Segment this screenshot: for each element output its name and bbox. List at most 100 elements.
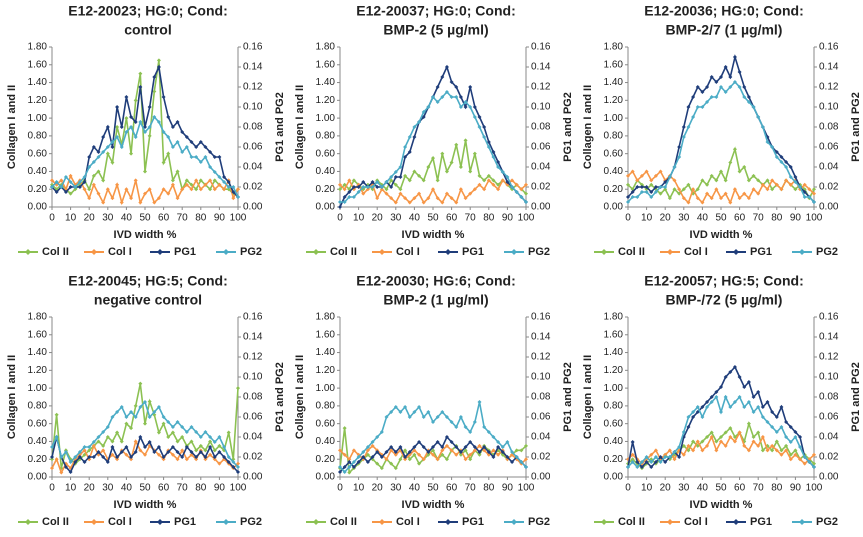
point-marker	[514, 182, 519, 187]
point-marker	[156, 65, 161, 69]
point-marker	[482, 187, 487, 192]
x-tick-label: 80	[483, 213, 495, 224]
point-marker	[760, 448, 765, 453]
point-marker	[63, 450, 68, 454]
point-marker	[681, 430, 686, 434]
x-tick-label: 80	[771, 483, 783, 494]
point-marker	[161, 455, 166, 459]
point-marker	[403, 455, 408, 459]
point-marker	[156, 445, 161, 449]
x-tick-label: 60	[734, 483, 746, 494]
point-marker	[751, 173, 756, 178]
point-marker	[133, 178, 138, 183]
point-marker	[175, 120, 180, 124]
chart-title: E12-20030; HG:6; Cond:	[356, 273, 515, 289]
point-marker	[342, 187, 347, 192]
point-marker	[133, 415, 138, 419]
point-marker	[468, 169, 473, 174]
point-marker	[180, 448, 185, 453]
legend-label: PG1	[462, 246, 484, 258]
point-marker	[802, 455, 807, 459]
point-marker	[742, 85, 747, 89]
y2-tick-label: 0.10	[531, 372, 551, 383]
point-marker	[226, 180, 231, 184]
point-marker	[681, 187, 686, 192]
point-marker	[50, 445, 54, 449]
point-marker	[194, 455, 199, 459]
point-marker	[412, 135, 417, 139]
point-marker	[147, 125, 152, 129]
point-marker	[129, 455, 134, 459]
point-marker	[477, 115, 482, 119]
point-marker	[217, 182, 222, 187]
point-marker	[166, 135, 171, 139]
chart-title: E12-20036; HG:0; Cond:	[644, 3, 803, 19]
legend-label: PG1	[750, 246, 772, 258]
point-marker	[728, 405, 733, 409]
point-marker	[802, 195, 807, 199]
point-marker	[723, 443, 728, 448]
point-marker	[732, 187, 737, 192]
point-marker	[421, 457, 426, 462]
legend-marker	[379, 249, 385, 255]
point-marker	[746, 400, 751, 404]
point-marker	[695, 105, 700, 109]
point-marker	[389, 445, 394, 449]
point-marker	[217, 450, 222, 454]
y2-tick-label: 0.00	[819, 472, 839, 483]
point-marker	[403, 457, 408, 462]
point-marker	[222, 445, 227, 449]
point-marker	[407, 200, 412, 205]
point-marker	[375, 196, 380, 201]
point-marker	[361, 455, 366, 459]
point-marker	[681, 196, 686, 201]
point-marker	[110, 452, 115, 457]
legend-marker	[223, 519, 229, 525]
point-marker	[180, 187, 185, 192]
point-marker	[426, 450, 431, 454]
y2-tick-label: 0.12	[531, 352, 551, 363]
point-marker	[156, 452, 161, 457]
x-axis-title: IVD width %	[402, 229, 465, 241]
point-marker	[87, 187, 92, 192]
point-marker	[635, 460, 640, 464]
point-marker	[138, 448, 143, 453]
point-marker	[635, 185, 640, 189]
point-marker	[194, 457, 199, 462]
legend-marker	[601, 249, 607, 255]
y-tick-label: 1.00	[316, 383, 336, 394]
point-marker	[212, 457, 217, 462]
point-marker	[524, 191, 528, 196]
y2-axis-title: PG1 and PG2	[562, 362, 574, 432]
point-marker	[765, 400, 770, 404]
legend-label: PG1	[174, 246, 196, 258]
point-marker	[705, 400, 710, 404]
x-tick-label: 60	[158, 483, 170, 494]
y-tick-label: 1.80	[316, 312, 336, 323]
point-marker	[180, 425, 185, 429]
point-marker	[644, 460, 649, 464]
point-marker	[236, 187, 240, 192]
point-marker	[788, 165, 793, 169]
point-marker	[644, 185, 649, 189]
y-tick-label: 0.00	[28, 202, 48, 213]
point-marker	[700, 178, 705, 183]
point-marker	[212, 455, 217, 459]
point-marker	[639, 460, 644, 464]
y2-tick-label: 0.02	[531, 452, 551, 463]
legend-label: PG2	[240, 246, 262, 258]
point-marker	[672, 165, 677, 169]
x-tick-label: 60	[446, 483, 458, 494]
point-marker	[756, 443, 761, 448]
point-marker	[681, 135, 686, 139]
y-tick-label: 0.60	[316, 418, 336, 429]
point-marker	[728, 426, 733, 431]
point-marker	[458, 415, 463, 419]
point-marker	[746, 448, 751, 453]
point-marker	[510, 460, 515, 464]
point-marker	[760, 125, 765, 129]
point-marker	[356, 460, 361, 464]
y-tick-label: 0.40	[604, 166, 624, 177]
point-marker	[338, 205, 342, 209]
point-marker	[477, 125, 482, 129]
